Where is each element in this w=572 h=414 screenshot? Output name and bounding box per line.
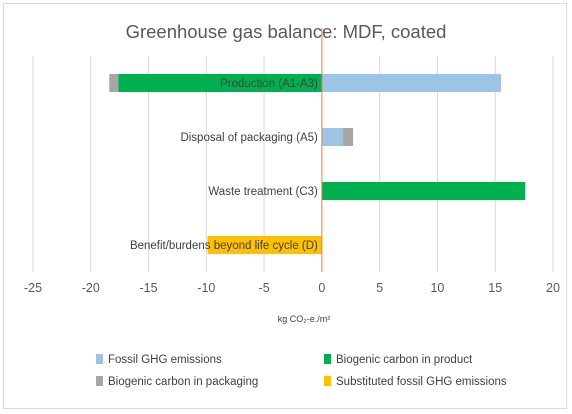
x-tick-label: -15: [140, 281, 158, 295]
legend-swatch: [96, 354, 103, 364]
legend-label: Substituted fossil GHG emissions: [336, 376, 507, 388]
x-tick-label: 15: [488, 281, 502, 295]
x-tick-label: 0: [318, 281, 325, 295]
category-labels: Production (A1-A3) Disposal of packaging …: [130, 78, 318, 252]
category-label: Benefit/burdens beyond life cycle (D): [130, 240, 318, 252]
x-tick-label: -20: [82, 281, 100, 295]
x-tick-label: -10: [197, 281, 215, 295]
bar-fossil-ghg-emissions: [321, 74, 501, 92]
x-tick-label: 5: [376, 281, 383, 295]
x-tick-labels: -25 -20 -15 -10 -5 0 5 10 15 20: [24, 281, 560, 295]
category-label: Disposal of packaging (A5): [180, 132, 318, 144]
legend-label: Fossil GHG emissions: [108, 354, 222, 366]
chart-title: Greenhouse gas balance: MDF, coated: [126, 21, 447, 42]
chart-frame: Greenhouse gas balance: MDF, coated Prod…: [3, 3, 567, 409]
bar-biogenic-carbon-in-packaging: [342, 128, 354, 146]
chart-svg: Greenhouse gas balance: MDF, coated Prod…: [24, 21, 560, 388]
bar-substituted-fossil-ghg-emissions: [207, 236, 322, 254]
legend: Fossil GHG emissions Biogenic carbon in p…: [96, 354, 507, 388]
bars: [109, 74, 526, 254]
x-tick-label: -25: [24, 281, 42, 295]
x-tick-label: -5: [259, 281, 270, 295]
bar-biogenic-carbon-in-product: [118, 74, 322, 92]
bar-biogenic-carbon-in-product: [321, 182, 526, 200]
legend-swatch: [96, 376, 103, 386]
legend-swatch: [324, 354, 331, 364]
x-tick-label: 10: [430, 281, 444, 295]
category-label: Waste treatment (C3): [208, 186, 318, 198]
category-label: Production (A1-A3): [220, 78, 318, 90]
bar-biogenic-carbon-in-packaging: [109, 74, 119, 92]
bar-fossil-ghg-emissions: [321, 128, 343, 146]
x-tick-label: 20: [546, 281, 560, 295]
legend-swatch: [324, 376, 331, 386]
x-axis-label: kg CO₂-e./m²: [278, 314, 331, 324]
legend-label: Biogenic carbon in product: [336, 354, 473, 366]
legend-label: Biogenic carbon in packaging: [108, 376, 258, 388]
